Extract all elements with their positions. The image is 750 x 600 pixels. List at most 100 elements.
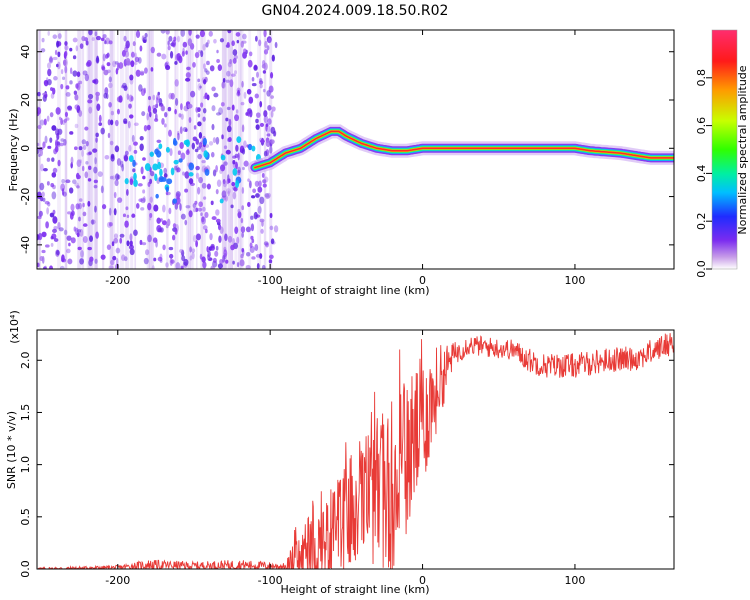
noise-blob <box>139 135 144 141</box>
noise-blob <box>207 39 210 45</box>
noise-blob <box>52 87 56 95</box>
noise-blob <box>81 35 86 42</box>
noise-blob <box>172 234 176 241</box>
noise-blob <box>68 242 71 247</box>
noise-blob <box>200 102 204 108</box>
noise-streak <box>130 30 134 269</box>
noise-blob <box>234 114 240 122</box>
noise-blob <box>131 134 135 143</box>
noise-hotspot <box>165 186 169 193</box>
noise-blob <box>81 139 87 145</box>
noise-blob <box>64 65 68 74</box>
noise-blob <box>239 259 245 267</box>
noise-blob <box>196 146 201 150</box>
noise-blob <box>272 130 276 137</box>
noise-blob <box>225 79 230 83</box>
noise-blob <box>187 103 193 109</box>
noise-blob <box>215 136 220 145</box>
noise-blob <box>147 105 152 113</box>
colorbar-tick-label: 0.0 <box>695 260 708 278</box>
noise-blob <box>93 166 98 174</box>
noise-blob <box>215 112 221 116</box>
noise-blob <box>263 115 269 124</box>
noise-blob <box>142 157 146 161</box>
noise-blob <box>249 242 253 249</box>
noise-blob <box>257 186 263 193</box>
noise-blob <box>185 77 191 82</box>
noise-blob <box>70 237 76 244</box>
noise-blob <box>84 73 89 82</box>
noise-blob <box>44 135 48 144</box>
noise-blob <box>43 266 47 269</box>
spectrogram-ylabel: Frequency (Hz) <box>7 109 20 192</box>
noise-blob <box>49 55 53 63</box>
noise-blob <box>250 215 254 220</box>
noise-blob <box>63 58 68 67</box>
noise-blob <box>135 30 141 38</box>
noise-blob <box>231 40 235 47</box>
noise-blob <box>56 40 60 48</box>
noise-blob <box>122 213 127 218</box>
noise-blob <box>72 55 77 60</box>
noise-blob <box>116 174 121 180</box>
noise-blob <box>152 94 156 101</box>
noise-blob <box>219 226 224 235</box>
noise-blob <box>237 208 241 214</box>
noise-blob <box>167 40 170 46</box>
noise-blob <box>79 258 85 265</box>
noise-blob <box>109 140 114 146</box>
noise-blob <box>59 265 65 269</box>
noise-blob <box>158 98 163 106</box>
noise-blob <box>264 40 268 49</box>
noise-blob <box>274 41 278 49</box>
noise-blob <box>64 111 69 118</box>
noise-blob <box>267 104 272 111</box>
colorbar-tick-label: 0.8 <box>695 69 708 87</box>
noise-blob <box>64 45 69 51</box>
noise-blob <box>201 160 206 164</box>
noise-blob <box>116 108 120 115</box>
noise-streak <box>119 30 124 269</box>
noise-blob <box>250 223 255 232</box>
noise-blob <box>255 124 260 130</box>
noise-blob <box>129 176 135 183</box>
noise-blob <box>125 206 129 211</box>
noise-blob <box>245 251 251 257</box>
noise-blob <box>199 85 202 89</box>
noise-blob <box>114 179 119 187</box>
noise-blob <box>126 240 130 247</box>
noise-blob <box>93 78 99 85</box>
noise-streak <box>102 30 105 269</box>
noise-blob <box>74 94 79 101</box>
noise-blob <box>82 202 85 208</box>
noise-blob <box>37 107 42 115</box>
noise-blob <box>110 155 115 162</box>
noise-blob <box>197 153 203 160</box>
noise-blob <box>183 258 189 266</box>
noise-blob <box>55 250 60 256</box>
noise-blob <box>156 52 162 57</box>
noise-blob <box>194 200 198 205</box>
colorbar: 0.0 0.2 0.4 0.6 0.8 Normalized spectral ampl… <box>695 29 749 278</box>
noise-streak <box>134 30 137 269</box>
noise-blob <box>69 131 74 135</box>
noise-blob <box>210 200 214 206</box>
noise-blob <box>173 165 178 171</box>
noise-blob <box>139 70 145 75</box>
noise-streak <box>257 30 260 269</box>
noise-blob <box>234 226 239 235</box>
noise-blob <box>235 109 239 114</box>
noise-blob <box>46 181 50 186</box>
noise-blob <box>100 254 106 260</box>
noise-blob <box>179 203 182 211</box>
noise-hotspot <box>220 154 226 161</box>
noise-blob <box>95 132 99 138</box>
noise-blob <box>65 85 70 90</box>
noise-blob <box>55 107 61 115</box>
noise-blob <box>194 148 199 153</box>
noise-blob <box>174 61 178 65</box>
noise-blob <box>157 256 163 262</box>
noise-blob <box>174 108 177 115</box>
noise-blob <box>263 241 269 246</box>
noise-blob <box>95 35 101 41</box>
